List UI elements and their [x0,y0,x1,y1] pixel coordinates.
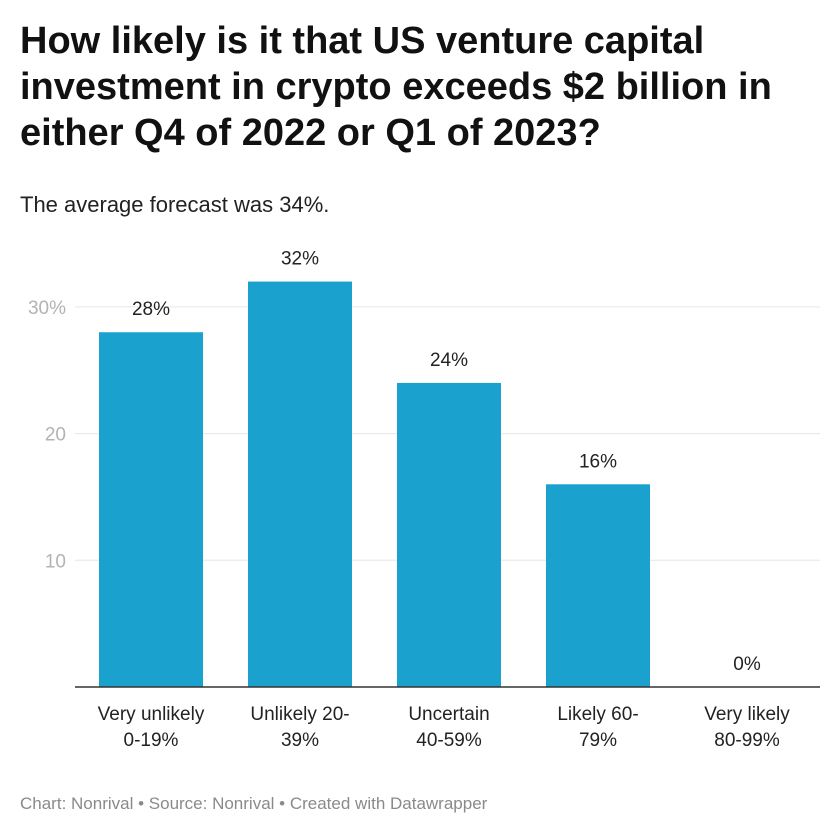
chart-footer: Chart: Nonrival • Source: Nonrival • Cre… [20,794,488,813]
bar [248,281,352,687]
y-tick-label: 30% [28,298,66,319]
bar [546,484,650,687]
x-category-label: 40-59% [416,730,482,751]
bar-value-label: 32% [281,249,319,270]
x-category-label: 80-99% [714,730,780,751]
x-category-label: 39% [281,730,319,751]
y-tick-label: 20 [45,425,66,446]
x-category-label: Uncertain [408,704,489,725]
chart-title: How likely is it that US venture capital… [20,20,772,154]
bars [99,281,650,687]
y-tick-label: 10 [45,551,66,572]
bar-value-label: 16% [579,451,617,472]
x-category-label: Likely 60- [557,704,638,725]
x-category-label: Very likely [704,704,790,725]
bar [397,382,501,687]
x-category-label: 79% [579,730,617,751]
bar-value-label: 0% [733,654,761,675]
bar [99,332,203,687]
x-category-label: Very unlikely [98,704,205,725]
value-labels: 28% 32% 24% 16% 0% [132,249,761,675]
category-labels: Very unlikely 0-19% Unlikely 20- 39% Uncerta… [98,704,791,751]
x-category-label: Unlikely 20- [250,704,349,725]
x-category-label: 0-19% [124,730,179,751]
bar-value-label: 24% [430,350,468,371]
chart-subtitle: The average forecast was 34%. [20,192,330,217]
bar-value-label: 28% [132,299,170,320]
